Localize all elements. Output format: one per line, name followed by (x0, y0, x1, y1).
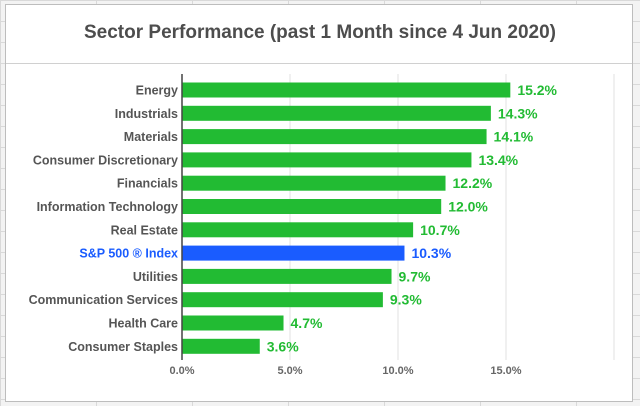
chart-card[interactable]: Sector Performance (past 1 Month since 4… (5, 4, 633, 402)
category-label: Communication Services (29, 293, 178, 307)
data-label: 9.7% (399, 268, 431, 284)
data-label: 9.3% (390, 292, 422, 308)
category-label: Materials (124, 130, 178, 144)
data-label: 3.6% (267, 338, 299, 354)
category-label: Energy (136, 84, 178, 98)
x-tick-label: 10.0% (382, 365, 413, 377)
bar (182, 105, 491, 121)
data-label: 13.4% (478, 152, 518, 168)
data-label: 14.1% (494, 129, 534, 145)
category-label: Real Estate (111, 223, 178, 237)
category-label: Health Care (109, 317, 179, 331)
x-tick-label: 5.0% (277, 365, 302, 377)
bar (182, 268, 392, 284)
bar (182, 315, 284, 331)
data-label: 14.3% (498, 105, 538, 121)
x-tick-label: 15.0% (490, 365, 521, 377)
data-label: 10.3% (411, 245, 451, 261)
data-label: 15.2% (517, 82, 557, 98)
bar (182, 222, 414, 238)
category-label: Industrials (115, 107, 178, 121)
bar (182, 199, 442, 214)
category-label: Utilities (133, 270, 178, 284)
data-label: 10.7% (420, 222, 460, 238)
bar (182, 129, 487, 145)
bar (182, 82, 511, 98)
bar (182, 152, 472, 168)
data-label: 12.2% (453, 175, 493, 191)
category-label: Information Technology (37, 200, 178, 214)
data-label: 12.0% (448, 199, 488, 215)
data-label: 4.7% (291, 315, 323, 331)
bar-highlight (182, 245, 405, 261)
x-tick-label: 0.0% (169, 365, 194, 377)
chart-title: Sector Performance (past 1 Month since 4… (84, 22, 556, 43)
category-label: S&P 500 ® Index (79, 247, 178, 261)
category-label: Consumer Staples (68, 340, 178, 354)
category-label: Financials (117, 177, 178, 191)
title-divider (6, 63, 632, 64)
bar (182, 338, 260, 354)
category-label: Consumer Discretionary (33, 153, 178, 167)
bar (182, 175, 446, 191)
bar (182, 292, 383, 308)
